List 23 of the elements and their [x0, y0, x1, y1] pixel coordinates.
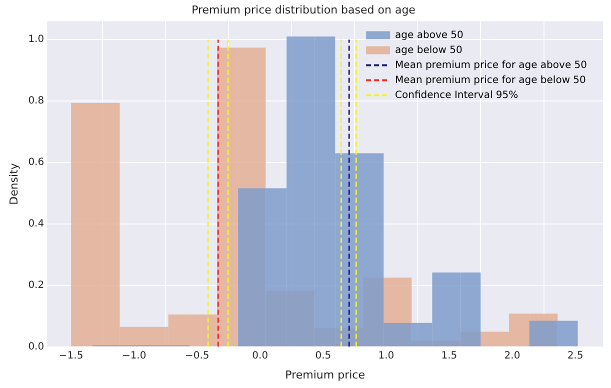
legend-label: Mean premium price for age below 50: [395, 74, 586, 86]
x-tick-label: −1.5: [58, 350, 84, 362]
y-tick-label: 0.0: [28, 341, 44, 352]
legend-label: Mean premium price for age above 50: [395, 60, 588, 71]
y-tick-label: 0.4: [28, 218, 44, 230]
y-tick-label: 1.0: [28, 34, 44, 46]
y-axis-title: Density: [7, 162, 20, 205]
x-axis-title: Premium price: [285, 368, 366, 382]
legend-label: age below 50: [395, 44, 462, 56]
x-tick-label: 2.0: [504, 350, 520, 362]
legend-label: Confidence Interval 95%: [395, 90, 518, 101]
y-tick-label: 0.8: [28, 96, 44, 107]
x-tick-label: 2.5: [567, 350, 584, 362]
x-tick-label: 1.0: [378, 350, 394, 362]
x-tick-label: 0.0: [252, 350, 268, 362]
y-tick-label: 0.6: [28, 157, 44, 168]
x-tick-label: 0.5: [315, 350, 332, 362]
x-tick-label: 1.5: [441, 350, 458, 362]
x-tick-label: −0.5: [184, 350, 210, 362]
x-tick-label: −1.0: [122, 350, 146, 362]
legend-label: age above 50: [395, 30, 464, 41]
chart-title: Premium price distribution based on age: [192, 3, 416, 16]
y-tick-label: 0.2: [28, 280, 44, 291]
